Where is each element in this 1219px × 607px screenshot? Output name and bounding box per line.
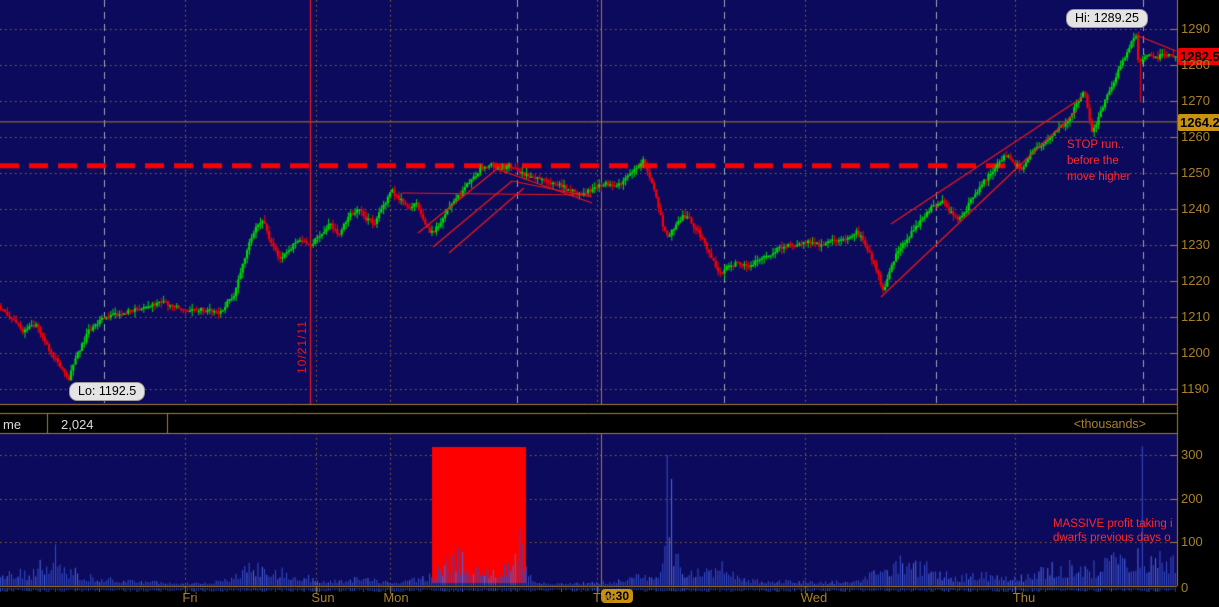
stop-run-line-2: before the (1067, 155, 1119, 167)
x-axis-day-label-thu: Thu (1012, 590, 1036, 605)
x-axis-day-label-wed: Wed (800, 590, 828, 605)
massive-profit-annotation: MASSIVE profit taking i dwarfs previous … (1053, 517, 1177, 545)
time-badge: 0:30 (601, 589, 634, 603)
price-tick-label: 1200 (1181, 345, 1210, 360)
price-tick-label: 1210 (1181, 309, 1210, 324)
price-tick-label: 1260 (1181, 129, 1210, 144)
massive-line-1: MASSIVE profit taking i (1053, 518, 1173, 530)
price-tick-label: 1270 (1181, 93, 1210, 108)
high-price-tooltip: Hi: 1289.25 (1066, 9, 1148, 28)
volume-field-label-clipped: me (3, 417, 22, 432)
volume-tick-label: 0 (1181, 580, 1189, 595)
volume-tick-label: 300 (1181, 447, 1203, 462)
low-price-tooltip: Lo: 1192.5 (69, 382, 146, 401)
price-tick-label: 1250 (1181, 165, 1210, 180)
session-date-label: 10/21/11 (295, 320, 309, 374)
massive-line-2: dwarfs previous days o (1053, 532, 1171, 544)
volume-tick-label: 100 (1181, 534, 1203, 549)
x-axis-day-label-sun: Sun (311, 590, 335, 605)
stop-run-line-3: move higher (1067, 171, 1131, 183)
price-tick-label: 1240 (1181, 201, 1210, 216)
price-tick-label: 1290 (1181, 21, 1210, 36)
volume-tick-label: 200 (1181, 490, 1203, 506)
last-price-badge: 1282.5 (1178, 48, 1219, 65)
stop-run-annotation: STOP run.. before the move higher (1067, 137, 1130, 185)
stop-run-line-1: STOP run.. (1067, 139, 1125, 151)
level-price-badge: 1264.2 (1178, 113, 1219, 131)
price-tick-label: 1280 (1181, 57, 1210, 72)
x-axis-day-label-fri: Fri (182, 590, 198, 605)
volume-units-label: <thousands> (1073, 417, 1146, 431)
price-tick-label: 1230 (1181, 237, 1210, 252)
price-tick-label: 1220 (1181, 273, 1210, 288)
volume-value[interactable]: 2,024 (61, 417, 94, 432)
price-tick-label: 1190 (1181, 381, 1209, 396)
x-axis-day-label-tue: Tue (593, 590, 615, 605)
x-axis-day-label-mon: Mon (383, 590, 409, 605)
